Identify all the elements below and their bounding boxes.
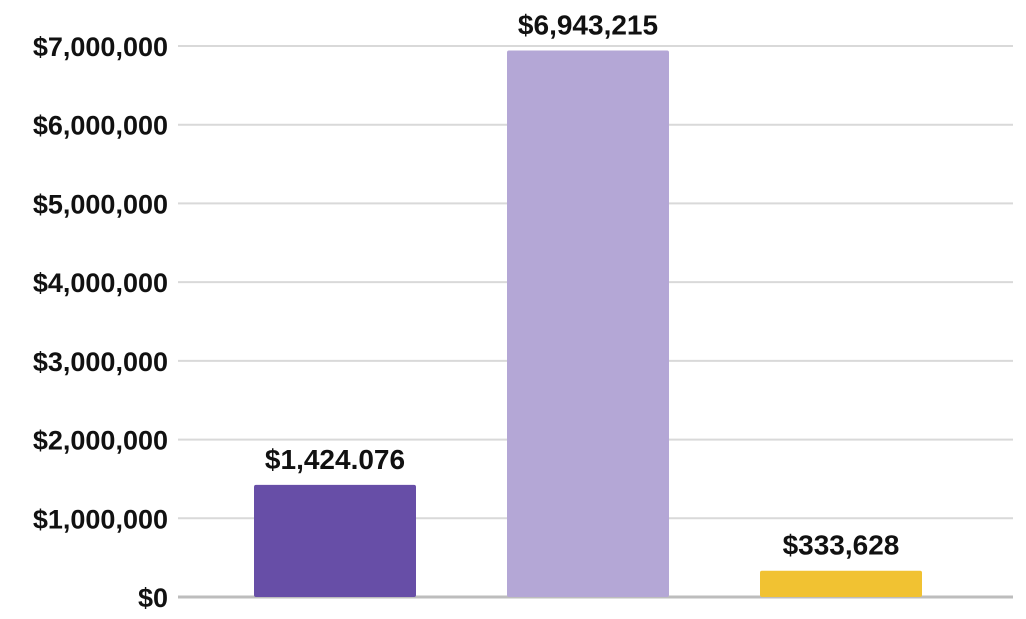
bar-1-value-label: $1,424.076 xyxy=(265,444,405,475)
bar-2 xyxy=(507,50,669,598)
bar-1 xyxy=(254,484,416,597)
y-tick-label: $3,000,000 xyxy=(33,347,168,377)
y-axis: $0 $1,000,000 $2,000,000 $3,000,000 $4,000,0… xyxy=(33,32,168,613)
y-tick-label: $2,000,000 xyxy=(33,426,168,456)
y-tick-label: $5,000,000 xyxy=(33,189,168,219)
y-tick-label: $1,000,000 xyxy=(33,504,168,534)
y-tick-label: $6,000,000 xyxy=(33,111,168,141)
y-tick-label: $0 xyxy=(138,583,168,613)
bar-3 xyxy=(760,570,922,597)
bars xyxy=(254,50,922,598)
bar-2-value-label: $6,943,215 xyxy=(518,9,658,40)
y-tick-label: $4,000,000 xyxy=(33,268,168,298)
bar-3-value-label: $333,628 xyxy=(783,530,900,561)
y-tick-label: $7,000,000 xyxy=(33,32,168,62)
data-labels: $1,424.076 $6,943,215 $333,628 xyxy=(265,9,899,560)
